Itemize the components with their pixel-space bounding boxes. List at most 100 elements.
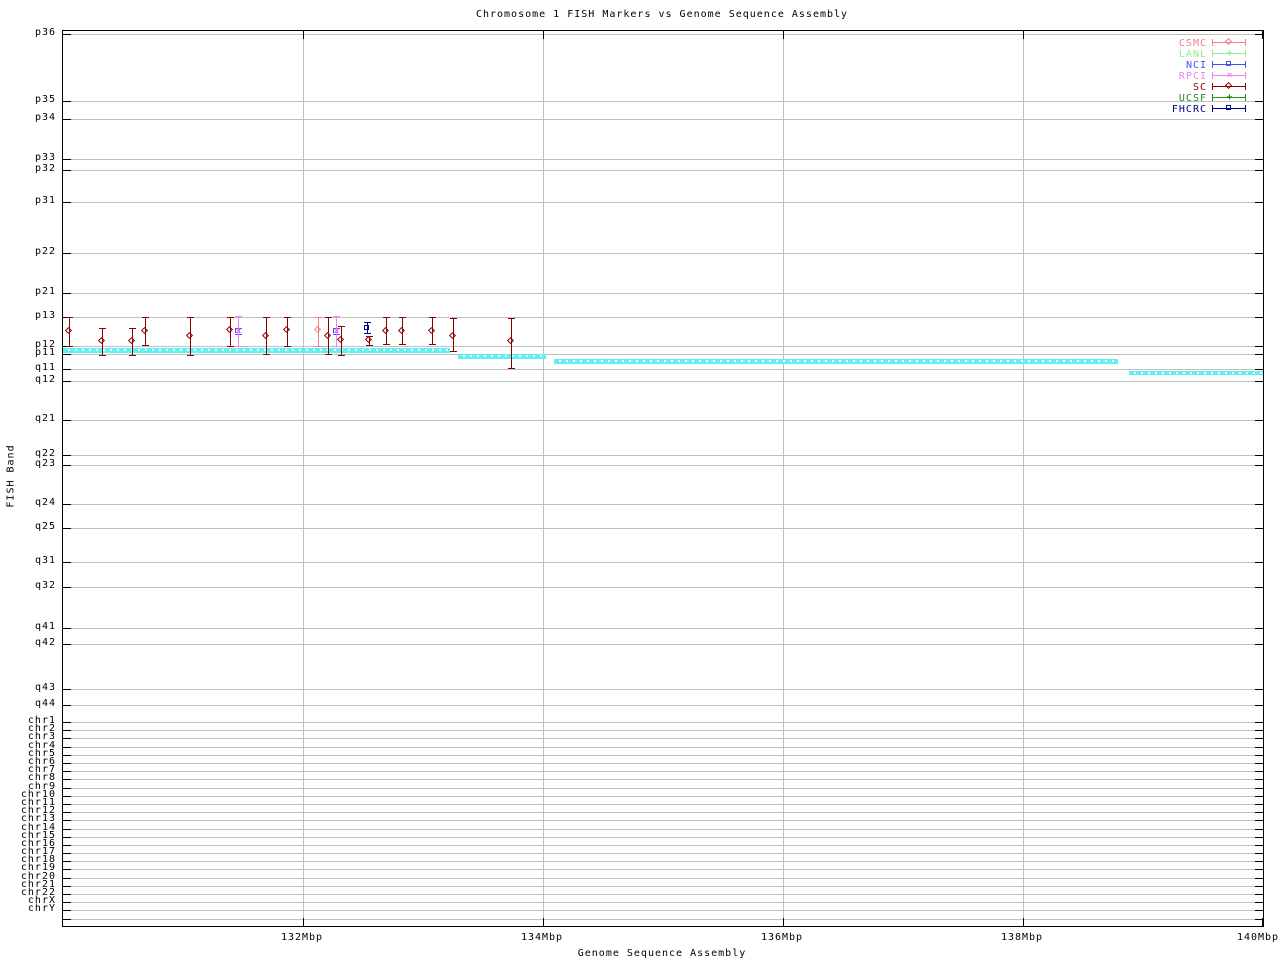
y-tick-left (63, 644, 71, 645)
sc-marker (397, 326, 406, 335)
y-tick-label: chr4 (27, 740, 56, 751)
y-tick-left (63, 369, 71, 370)
y-tick-left (63, 722, 71, 723)
y-gridline (63, 730, 1263, 731)
y-tick-right (1255, 779, 1263, 780)
y-gridline (63, 722, 1263, 723)
y-tick-label: chr7 (27, 764, 56, 775)
y-tick-right (1255, 910, 1263, 911)
y-gridline (63, 170, 1263, 171)
x-tick-label: 136Mbp (760, 932, 804, 943)
y-tick-right (1255, 829, 1263, 830)
sc-errorbar (266, 317, 267, 355)
y-gridline (63, 853, 1263, 854)
y-tick-right (1255, 689, 1263, 690)
plus-icon: + (1226, 92, 1233, 103)
legend-sample-line (1212, 97, 1246, 98)
y-tick-left (63, 763, 71, 764)
y-gridline (63, 910, 1263, 911)
y-tick-label: chrX (27, 895, 56, 906)
y-tick-right (1255, 861, 1263, 862)
csmc-marker (313, 325, 322, 334)
y-tick-left (63, 465, 71, 466)
y-tick-label: chr21 (20, 879, 56, 890)
y-tick-left (63, 804, 71, 805)
y-tick-left (63, 420, 71, 421)
sc-errorbar-cap (142, 345, 149, 346)
y-tick-left (63, 853, 71, 854)
sc-marker (381, 326, 390, 335)
legend-sample-cap (1245, 50, 1246, 57)
y-tick-left (63, 528, 71, 529)
x-tick-label: 132Mbp (280, 932, 324, 943)
y-tick-left (63, 705, 71, 706)
sc-errorbar (432, 317, 433, 345)
y-tick-right (1255, 902, 1263, 903)
y-tick-label: chr2 (27, 723, 56, 734)
plot-area: × × (62, 30, 1264, 927)
y-gridline (63, 159, 1263, 160)
y-gridline (63, 465, 1263, 466)
y-tick-right (1255, 528, 1263, 529)
y-tick-left (63, 689, 71, 690)
y-tick-left (63, 504, 71, 505)
y-gridline (63, 820, 1263, 821)
y-gridline (63, 354, 1263, 355)
y-gridline (63, 788, 1263, 789)
legend-label-lanl: LANL (1178, 49, 1207, 60)
y-gridline (63, 420, 1263, 421)
y-tick-right (1255, 381, 1263, 382)
sc-errorbar-cap (325, 317, 332, 318)
sc-errorbar-cap (66, 317, 73, 318)
sc-marker (336, 335, 345, 344)
y-gridline (63, 455, 1263, 456)
nci-marker (235, 328, 240, 333)
fhcrc-marker (364, 325, 369, 330)
y-tick-right (1255, 878, 1263, 879)
sc-errorbar-cap (263, 354, 270, 355)
y-tick-left (63, 878, 71, 879)
y-tick-left (63, 119, 71, 120)
sc-errorbar (287, 317, 288, 347)
y-tick-right (1255, 253, 1263, 254)
sc-marker (427, 326, 436, 335)
y-tick-right (1255, 119, 1263, 120)
sc-errorbar-cap (66, 346, 73, 347)
x-icon: × (1226, 70, 1233, 81)
x-tick-top (303, 31, 304, 39)
y-gridline (63, 119, 1263, 120)
y-tick-left (63, 747, 71, 748)
sc-errorbar-cap (325, 354, 332, 355)
legend-sample-cap (1245, 61, 1246, 68)
nci-marker (333, 328, 338, 333)
y-tick-label: p31 (34, 195, 56, 206)
y-tick-label: p32 (34, 163, 56, 174)
sc-errorbar-cap (366, 336, 373, 337)
y-tick-left (63, 354, 71, 355)
y-tick-left (63, 253, 71, 254)
legend-sample-cap (1212, 105, 1213, 112)
y-tick-left (63, 562, 71, 563)
y-tick-left (63, 894, 71, 895)
sc-errorbar-cap (338, 355, 345, 356)
sc-errorbar-cap (508, 318, 515, 319)
sc-errorbar (328, 317, 329, 355)
sc-errorbar-cap (263, 317, 270, 318)
y-tick-label: q23 (34, 458, 56, 469)
y-tick-label: q44 (34, 698, 56, 709)
y-gridline (63, 644, 1263, 645)
x-gridline (543, 31, 544, 926)
sc-errorbar (402, 317, 403, 345)
y-tick-right (1255, 919, 1263, 920)
sc-marker (140, 326, 149, 335)
y-gridline (63, 587, 1263, 588)
x-tick-label: 140Mbp (1236, 932, 1280, 943)
y-tick-right (1255, 812, 1263, 813)
legend-sample-nci (1212, 61, 1246, 68)
sc-errorbar (341, 326, 342, 356)
sc-errorbar (190, 317, 191, 356)
csmc-errorbar-cap (315, 317, 322, 318)
y-tick-label: p36 (34, 27, 56, 38)
y-tick-left (63, 845, 71, 846)
y-tick-label: q22 (34, 448, 56, 459)
